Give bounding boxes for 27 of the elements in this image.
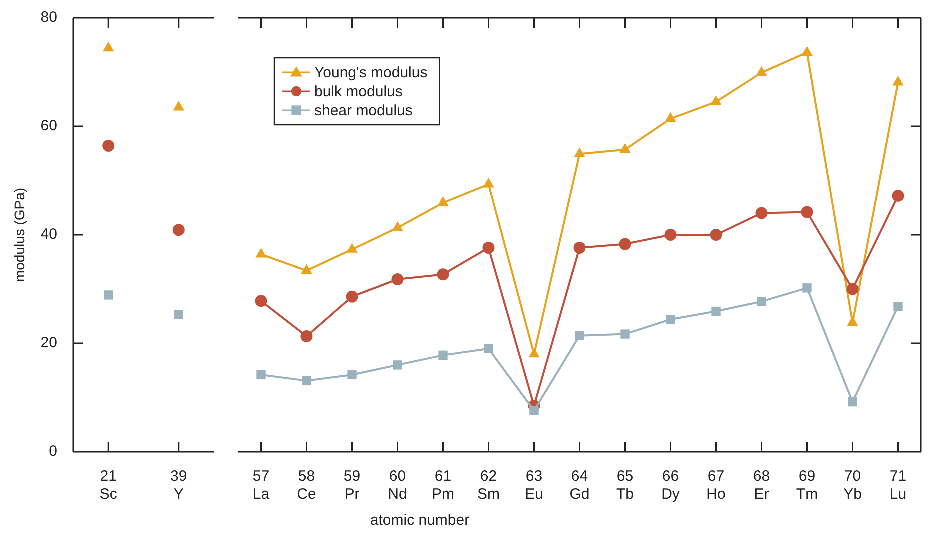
y-tick-label: 80 [40, 9, 58, 26]
y-tick-label: 0 [49, 443, 58, 460]
x-tick-label: 59 Pr [344, 468, 361, 504]
x-tick-label: 67 Ho [706, 468, 726, 504]
y-tick-label: 20 [40, 334, 58, 352]
x-axis-title: atomic number [370, 512, 470, 529]
x-tick-label: 58 Ce [297, 468, 316, 504]
x-tick-label: 39 Y [170, 468, 188, 504]
x-tick-label: 60 Nd [388, 468, 408, 504]
x-tick-label: 63 Eu [525, 468, 544, 504]
legend-label: shear modulus [314, 102, 413, 120]
x-tick-label: 61 Pm [432, 468, 454, 504]
x-tick-label: 66 Dy [662, 468, 680, 504]
x-tick-label: 65 Tb [616, 468, 634, 504]
y-axis-title: modulus (GPa) [11, 188, 28, 282]
x-tick-label: 70 Yb [844, 468, 862, 504]
x-tick-label: 64 Gd [570, 468, 590, 504]
legend-label: bulk modulus [314, 84, 403, 101]
x-tick-label: 21 Sc [100, 468, 118, 504]
legend-label: Young's modulus [314, 64, 428, 82]
x-tick-label: 62 Sm [478, 468, 500, 504]
y-tick-label: 40 [40, 226, 58, 244]
y-tick-label: 60 [40, 118, 58, 135]
x-tick-label: 71 Lu [890, 468, 907, 504]
x-tick-label: 68 Er [753, 468, 770, 504]
x-tick-label: 69 Tm [796, 468, 818, 504]
x-tick-label: 57 La [252, 468, 270, 504]
